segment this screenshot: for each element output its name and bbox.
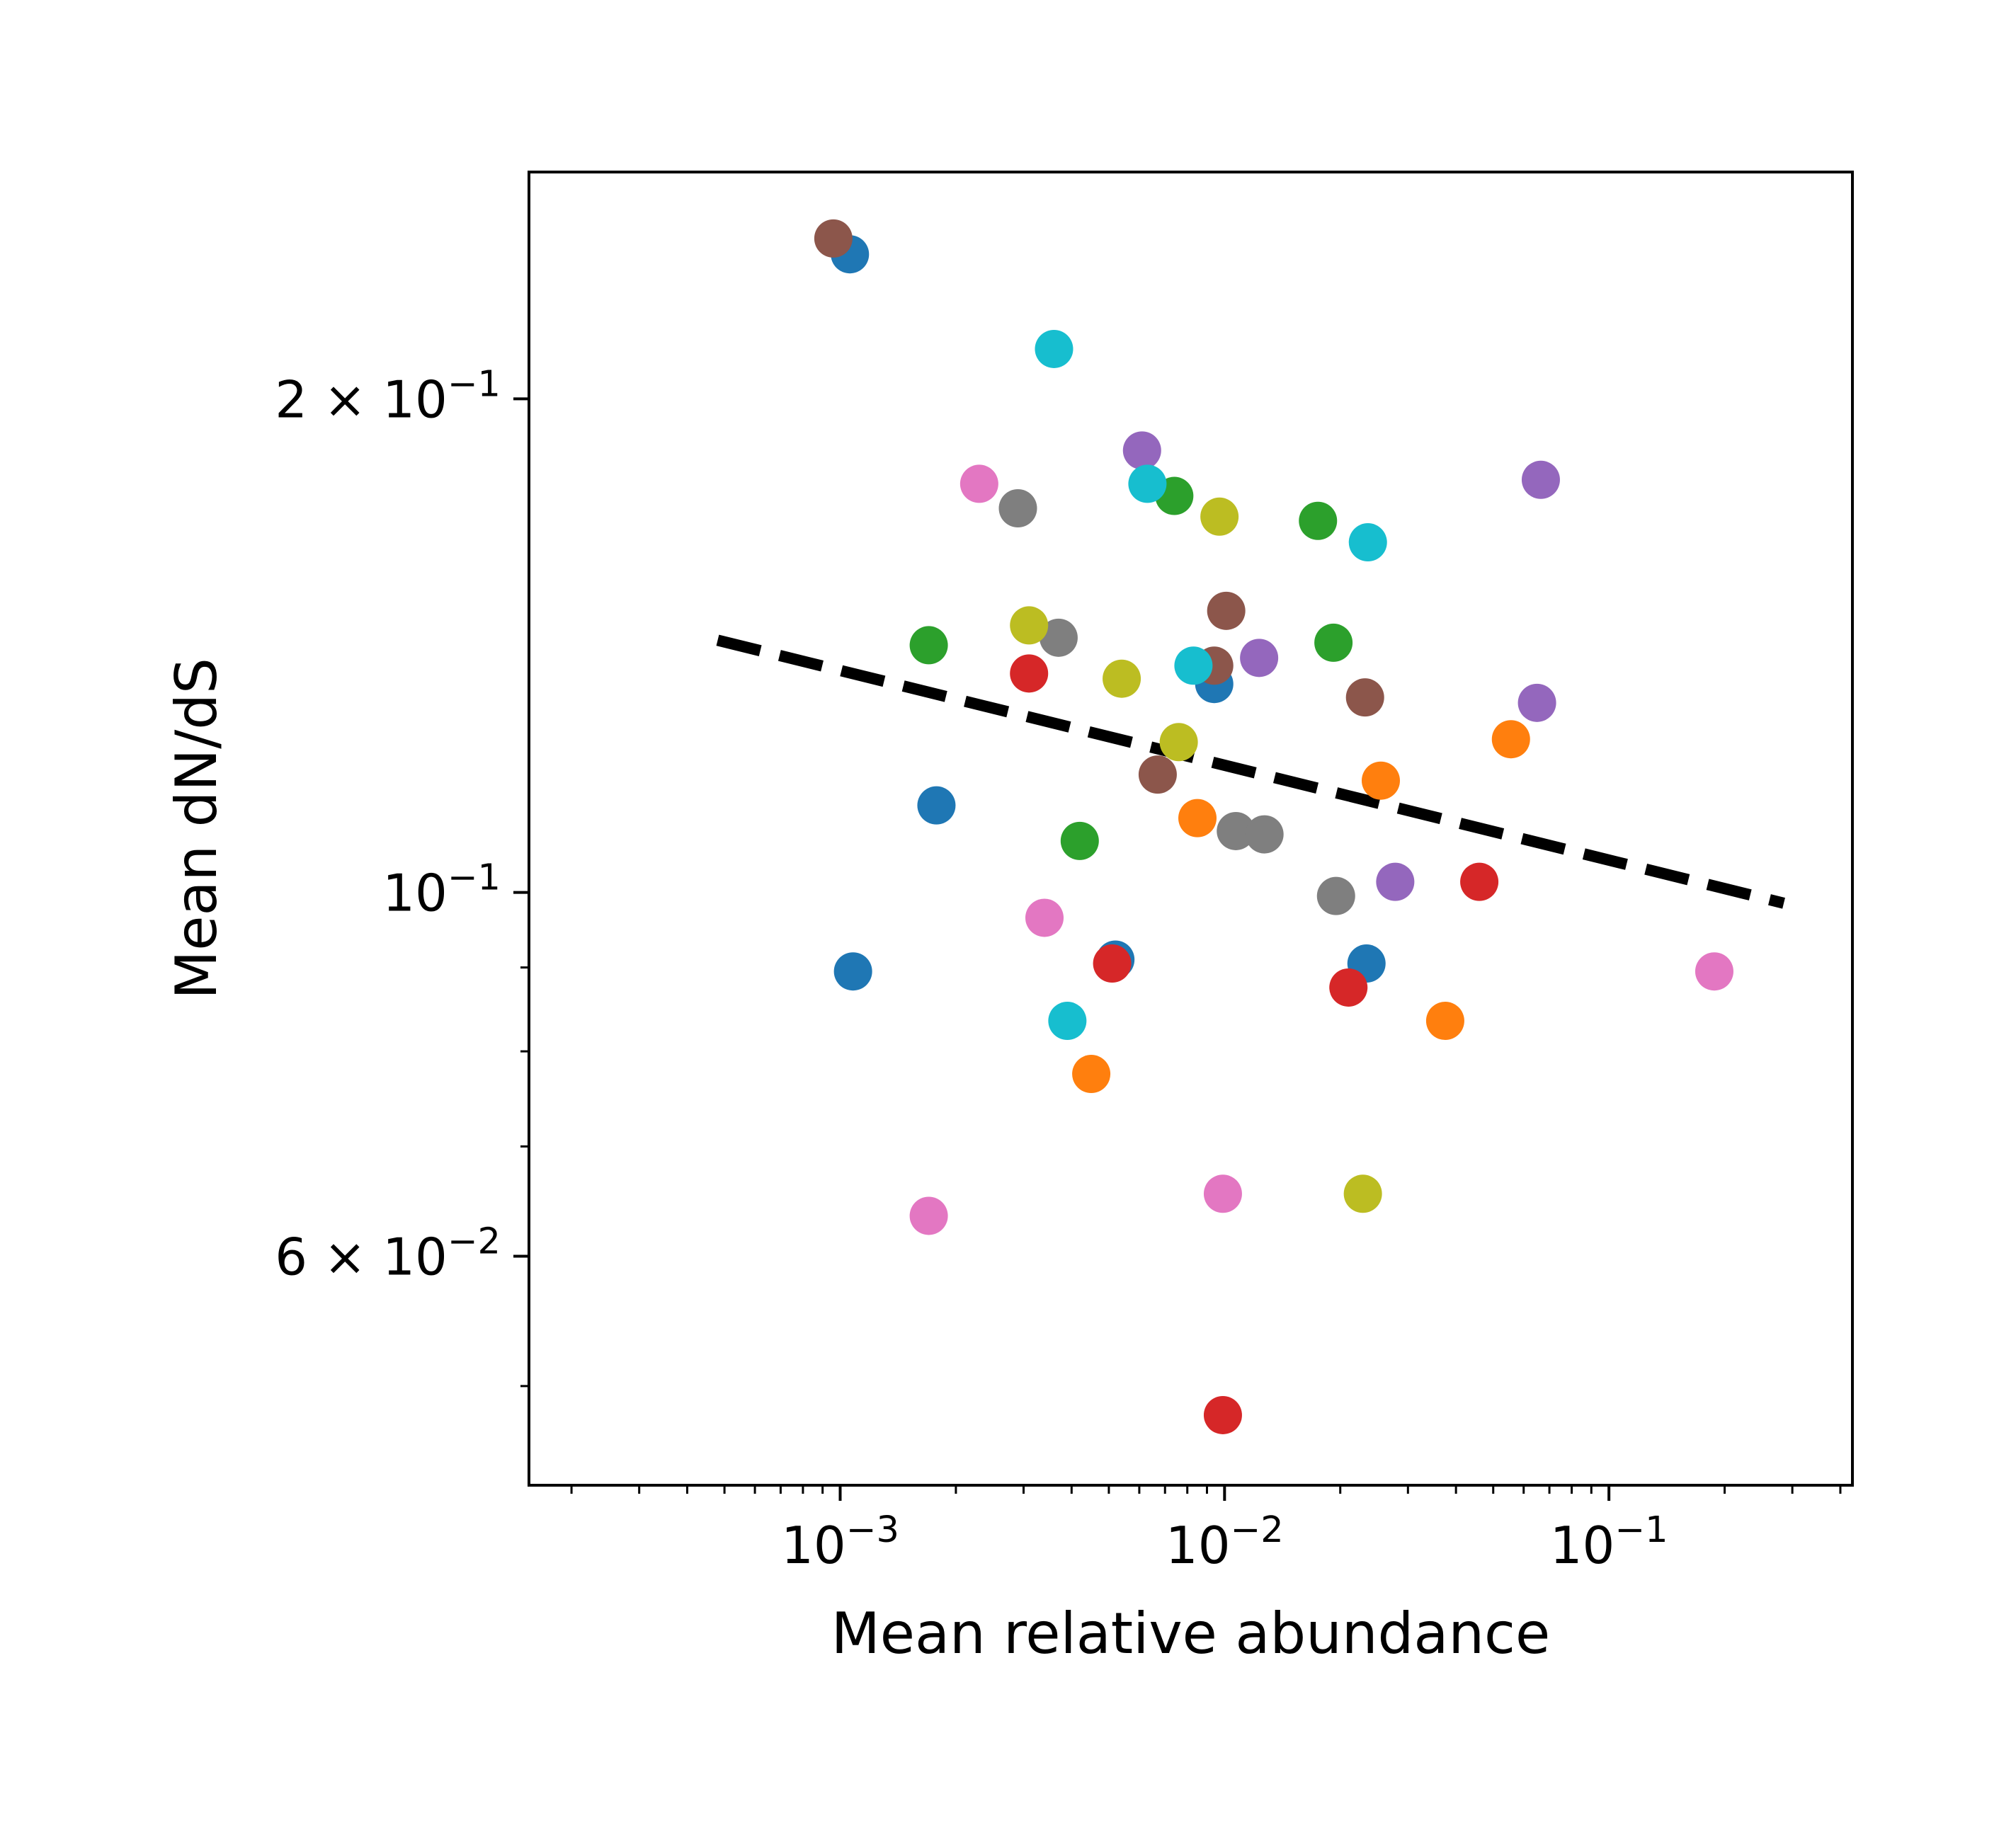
data-point bbox=[1093, 944, 1132, 983]
data-point bbox=[1348, 523, 1387, 562]
data-point bbox=[1048, 1002, 1087, 1041]
plot-frame bbox=[528, 171, 1854, 1487]
data-point bbox=[1316, 876, 1355, 915]
data-point bbox=[1240, 639, 1279, 677]
data-point bbox=[1039, 618, 1078, 657]
x-tick-label: 10−1 bbox=[1550, 1509, 1668, 1575]
data-point bbox=[1122, 431, 1161, 470]
data-point bbox=[1138, 755, 1177, 794]
data-point bbox=[1035, 329, 1074, 368]
data-point bbox=[1314, 623, 1353, 662]
x-tick-label: 10−2 bbox=[1166, 1509, 1284, 1575]
data-point bbox=[1425, 1002, 1464, 1041]
data-point bbox=[1178, 799, 1217, 837]
data-point bbox=[1060, 821, 1099, 860]
data-point bbox=[959, 464, 998, 503]
y-tick-label: 10−1 bbox=[382, 857, 501, 923]
data-point bbox=[1376, 862, 1415, 901]
data-point bbox=[1203, 1174, 1242, 1213]
x-axis-ticks: 10−3 10−2 10−1 bbox=[570, 1485, 1842, 1575]
data-points bbox=[814, 219, 1733, 1434]
data-point bbox=[1010, 654, 1049, 693]
data-point bbox=[833, 952, 872, 991]
data-point bbox=[1345, 678, 1384, 717]
y-tick-label: 2 × 10−1 bbox=[275, 363, 501, 429]
data-point bbox=[1695, 952, 1733, 991]
data-point bbox=[1200, 497, 1239, 536]
y-axis-label: Mean dN/dS bbox=[164, 658, 229, 1000]
data-point bbox=[1343, 1174, 1382, 1213]
data-point bbox=[1491, 720, 1530, 759]
fit-line bbox=[716, 634, 1785, 909]
data-point bbox=[1203, 1395, 1242, 1434]
y-tick-label: 6 × 10−2 bbox=[275, 1220, 501, 1286]
fit-line-layer bbox=[716, 634, 1785, 909]
data-point bbox=[1521, 460, 1560, 499]
y-axis-ticks: 2 × 10−1 10−1 6 × 10−2 bbox=[275, 363, 529, 1388]
data-point bbox=[1128, 464, 1167, 503]
data-point bbox=[909, 1196, 948, 1235]
data-point bbox=[1025, 898, 1064, 937]
data-point bbox=[1217, 811, 1255, 850]
data-point bbox=[998, 489, 1037, 528]
x-axis-label: Mean relative abundance bbox=[831, 1601, 1551, 1666]
data-point bbox=[1329, 968, 1368, 1007]
data-point bbox=[1103, 659, 1141, 698]
data-point bbox=[1362, 761, 1400, 800]
data-point bbox=[1299, 501, 1338, 540]
x-tick-label: 10−3 bbox=[781, 1509, 899, 1575]
data-point bbox=[1517, 683, 1556, 722]
data-point bbox=[1072, 1055, 1111, 1094]
data-point bbox=[1010, 606, 1049, 645]
data-point bbox=[1159, 723, 1198, 762]
data-point bbox=[917, 786, 956, 825]
data-point bbox=[814, 219, 853, 258]
data-point bbox=[1460, 862, 1499, 901]
data-point bbox=[909, 626, 948, 665]
data-point bbox=[1245, 815, 1284, 854]
data-point bbox=[1174, 646, 1213, 685]
data-point bbox=[1207, 591, 1246, 630]
